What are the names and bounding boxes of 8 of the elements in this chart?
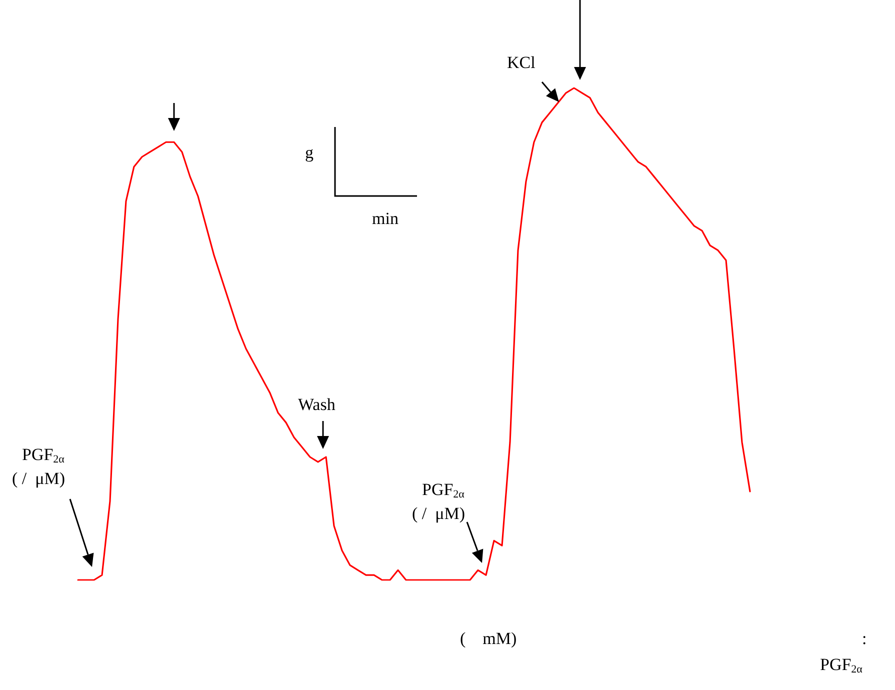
annotation: ( / μM) xyxy=(412,504,466,523)
annotation: g xyxy=(305,143,314,162)
text: KCl xyxy=(507,53,536,72)
annotation: Wash xyxy=(298,395,336,414)
annotation: min xyxy=(372,209,399,228)
text: ( mM) xyxy=(460,629,517,648)
text: : xyxy=(862,629,867,648)
text: ( / μM) xyxy=(12,469,66,488)
